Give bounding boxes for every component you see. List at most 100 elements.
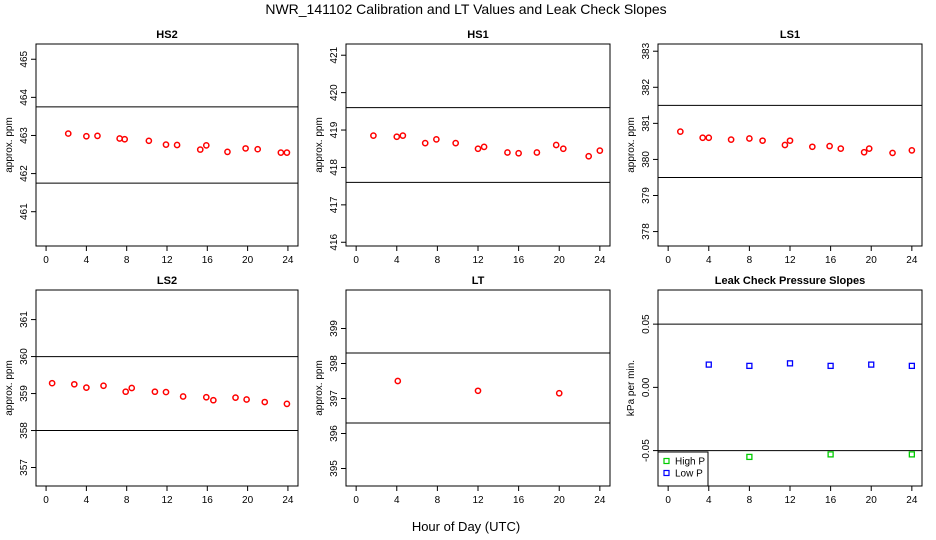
data-point — [122, 388, 130, 396]
data-point — [474, 387, 482, 395]
legend-box — [657, 451, 709, 487]
data-point — [515, 149, 522, 157]
data-point — [83, 384, 90, 391]
y-tick-label: 418 — [329, 159, 340, 176]
data-point — [504, 149, 511, 156]
data-point — [452, 139, 460, 147]
plot-frame — [657, 43, 923, 247]
x-tick-label: 16 — [513, 255, 525, 266]
x-tick-label: 24 — [282, 255, 294, 266]
panel-ls2: LS2 0 4 8 12 16 20 24 357 358 359 360 361 approx. ppm — [4, 275, 299, 506]
data-point-low-p — [908, 362, 915, 370]
data-point — [283, 400, 291, 408]
data-point — [480, 143, 488, 151]
y-tick-label: 397 — [329, 390, 340, 407]
x-tick-label: 8 — [124, 255, 130, 266]
y-tick-label: 398 — [329, 355, 340, 372]
x-tick-label: 24 — [594, 255, 606, 266]
data-point — [860, 148, 868, 156]
data-point — [70, 380, 78, 388]
data-point — [705, 134, 713, 142]
panel-lt: LT 0 4 8 12 16 20 24 395 396 397 398 399 approx. ppm — [314, 275, 611, 506]
y-tick-label: -0.05 — [641, 439, 652, 462]
x-tick-label: 20 — [242, 495, 254, 506]
y-tick-label: 378 — [641, 223, 652, 240]
data-point — [261, 398, 269, 406]
legend-label-high-p: High P — [675, 457, 705, 468]
x-tick-label: 8 — [747, 255, 753, 266]
panel-title: LS2 — [157, 275, 177, 287]
data-point — [699, 134, 707, 142]
x-tick-label: 8 — [747, 495, 753, 506]
y-tick-label: 382 — [641, 79, 652, 96]
y-tick-label: 381 — [641, 115, 652, 132]
x-tick-label: 4 — [84, 495, 90, 506]
legend-label-low-p: Low P — [675, 469, 703, 480]
x-tick-label: 0 — [43, 255, 49, 266]
panel-hs1: HS1 0 4 8 12 16 20 24 416 417 418 419 420 421 approx. … — [314, 29, 611, 266]
data-point-low-p — [705, 361, 712, 368]
x-tick-label: 12 — [161, 255, 173, 266]
y-tick-label: 462 — [19, 165, 30, 182]
data-point — [421, 139, 429, 147]
y-axis-label: approx. ppm — [4, 360, 15, 416]
y-tick-label: 357 — [19, 459, 30, 476]
data-point-high-p — [827, 451, 834, 458]
data-point — [277, 149, 285, 156]
x-tick-label: 16 — [825, 255, 837, 266]
data-point — [746, 135, 753, 142]
data-point — [908, 147, 916, 154]
plot-frame — [35, 43, 299, 247]
data-point — [808, 143, 816, 151]
y-tick-label: 399 — [329, 320, 340, 337]
x-tick-label: 20 — [866, 495, 878, 506]
data-point — [889, 149, 896, 157]
x-tick-label: 12 — [472, 255, 484, 266]
data-point — [202, 142, 210, 149]
data-point — [242, 145, 249, 152]
x-tick-label: 16 — [513, 495, 525, 506]
y-tick-label: 461 — [19, 203, 30, 220]
data-point — [243, 396, 250, 403]
x-tick-label: 0 — [665, 495, 671, 506]
y-tick-label: 396 — [329, 425, 340, 442]
data-point — [162, 141, 170, 148]
x-tick-label: 24 — [282, 495, 294, 506]
data-point — [759, 137, 766, 145]
data-point — [786, 137, 794, 145]
data-point-low-p — [868, 361, 875, 368]
y-tick-label: 464 — [19, 89, 30, 106]
data-point — [865, 145, 873, 152]
panel-ls1: LS1 0 4 8 12 16 20 24 378 379 380 381 382 383 approx. … — [626, 29, 923, 266]
x-tick-label: 0 — [353, 495, 359, 506]
x-tick-label: 8 — [435, 495, 441, 506]
data-point — [394, 377, 402, 385]
y-tick-label: 383 — [641, 42, 652, 59]
data-point — [826, 142, 833, 150]
y-tick-label: 421 — [329, 46, 340, 63]
y-tick-label: 361 — [19, 311, 30, 328]
x-tick-label: 20 — [554, 495, 566, 506]
y-tick-label: 0.05 — [641, 314, 652, 334]
x-tick-label: 20 — [866, 255, 878, 266]
x-tick-label: 20 — [554, 255, 566, 266]
data-point — [151, 388, 159, 396]
x-tick-label: 4 — [394, 495, 400, 506]
plot-frame — [345, 43, 611, 247]
x-tick-label: 8 — [124, 495, 130, 506]
y-axis-label: approx. ppm — [314, 360, 325, 416]
data-point — [64, 130, 72, 137]
x-tick-label: 12 — [472, 495, 484, 506]
data-point — [837, 145, 845, 152]
x-tick-label: 4 — [706, 495, 712, 506]
x-tick-label: 0 — [665, 255, 671, 266]
y-axis-label: kPa per min. — [626, 360, 637, 416]
data-point-low-p — [827, 362, 834, 370]
data-point — [552, 141, 560, 149]
y-tick-label: 465 — [19, 50, 30, 67]
y-tick-label: 358 — [19, 422, 30, 439]
data-point — [100, 382, 107, 390]
data-point — [162, 388, 170, 396]
x-tick-label: 0 — [43, 495, 49, 506]
x-tick-label: 24 — [906, 255, 918, 266]
